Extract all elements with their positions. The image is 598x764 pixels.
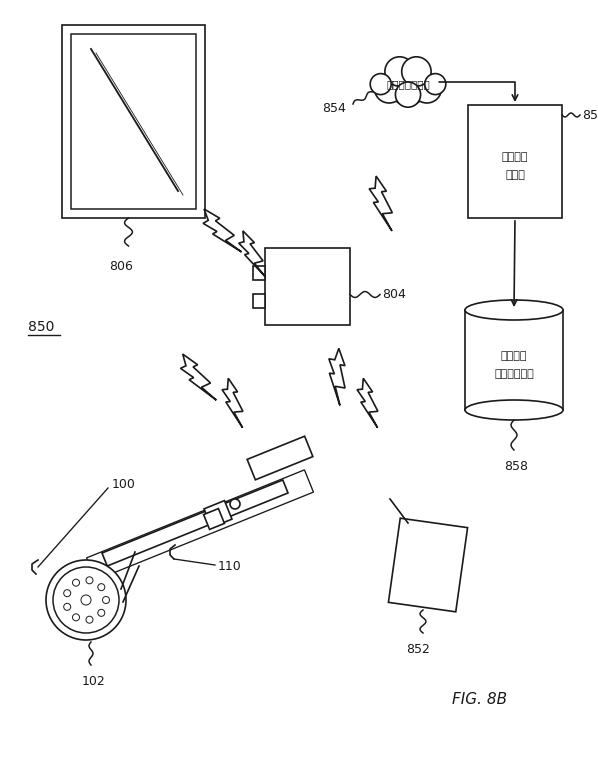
Circle shape [425,73,446,95]
Polygon shape [357,378,378,428]
Circle shape [53,567,119,633]
Text: 医療記録: 医療記録 [501,351,527,361]
Text: 852: 852 [406,643,430,656]
Circle shape [98,584,105,591]
Ellipse shape [465,400,563,420]
Bar [265,248,350,325]
Text: 854: 854 [322,102,346,115]
Ellipse shape [465,300,563,320]
Text: 804: 804 [382,289,406,302]
Bar [253,266,265,280]
Circle shape [86,617,93,623]
Text: 102: 102 [82,675,106,688]
Circle shape [86,577,93,584]
Polygon shape [329,348,345,406]
Circle shape [102,597,109,604]
Bar [71,34,196,209]
Text: インターネット: インターネット [386,79,430,89]
Polygon shape [222,378,243,428]
Circle shape [46,560,126,640]
Circle shape [64,604,71,610]
Text: 医療記録: 医療記録 [502,153,528,163]
Polygon shape [181,354,216,400]
Text: 806: 806 [109,260,133,273]
Circle shape [385,57,414,86]
Polygon shape [203,209,242,252]
Bar [253,293,265,307]
Circle shape [387,63,429,105]
Circle shape [64,590,71,597]
Bar [465,310,563,410]
Circle shape [370,73,391,95]
Bar [247,436,313,480]
Bar [203,509,224,529]
Circle shape [72,579,80,586]
Bar [102,480,288,566]
Circle shape [402,57,431,86]
Bar [468,105,562,218]
Circle shape [230,499,240,509]
Polygon shape [369,176,392,231]
Text: データベース: データベース [494,369,534,379]
Text: 110: 110 [218,561,242,574]
Bar [389,518,468,612]
Bar [62,25,205,218]
Polygon shape [239,231,266,277]
Circle shape [374,73,404,103]
Circle shape [81,595,91,605]
Bar [204,500,232,527]
Bar [87,470,313,580]
Text: 850: 850 [28,320,54,334]
Circle shape [72,613,80,621]
Circle shape [412,73,441,103]
Circle shape [395,82,420,107]
Text: FIG. 8B: FIG. 8B [452,692,507,707]
Text: 858: 858 [504,460,528,473]
Text: サーバ: サーバ [505,170,525,180]
Text: 856: 856 [582,109,598,122]
Text: 100: 100 [112,478,136,490]
Circle shape [98,610,105,617]
